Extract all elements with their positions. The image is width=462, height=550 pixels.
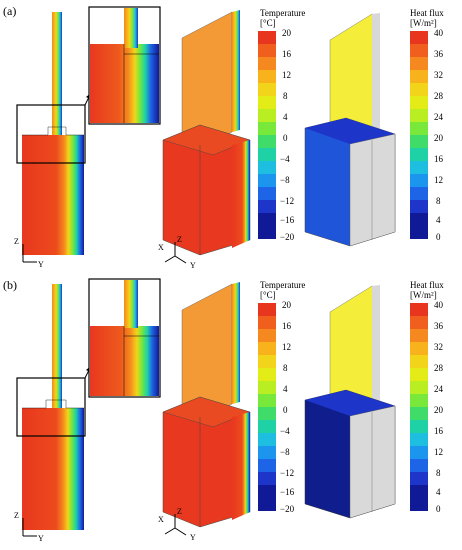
axis-z-label: Z	[177, 507, 182, 516]
axes-3d-triad	[164, 514, 187, 536]
axis-y-label: Y	[38, 260, 44, 269]
tick-label: 20	[282, 300, 291, 310]
tick-label: 32	[434, 342, 443, 352]
tick-label: 0	[283, 405, 288, 415]
tick-label: 40	[434, 300, 443, 310]
tick-label: 28	[434, 363, 443, 373]
panel-label: (a)	[3, 4, 17, 18]
temperature-legend-unit: [°C]	[260, 18, 276, 28]
temperature-legend-unit: [°C]	[260, 290, 276, 300]
tick-label: 16	[434, 426, 443, 436]
panel-b: (b)	[0, 274, 462, 546]
tick-label: 16	[282, 49, 291, 59]
axis-x-label: X	[158, 243, 164, 252]
tick-label: 8	[283, 363, 288, 373]
temperature-legend-title: Temperature	[260, 8, 306, 18]
tick-label: −4	[280, 426, 290, 436]
tick-label: 12	[282, 342, 291, 352]
tick-label: −12	[280, 196, 295, 206]
axes-3d-triad	[164, 242, 187, 264]
heatflux-legend-title: Heat flux	[410, 280, 444, 290]
tick-label: 12	[434, 447, 443, 457]
axis-y-label: Y	[190, 261, 196, 270]
zoom-inset	[88, 6, 161, 125]
tick-label: 36	[434, 49, 443, 59]
axis-x-label: X	[158, 515, 164, 524]
panel-a-graphics	[16, 6, 428, 264]
tick-label: 40	[434, 28, 443, 38]
tick-label: 16	[434, 154, 443, 164]
tick-label: −12	[280, 468, 295, 478]
tick-label: 4	[436, 487, 441, 497]
tick-label: −16	[280, 215, 295, 225]
tick-label: 4	[283, 112, 288, 122]
heatflux-colorbar	[410, 303, 428, 511]
model-3d-heatflux	[304, 285, 396, 519]
tick-label: 28	[434, 91, 443, 101]
axis-z-label: Z	[14, 511, 19, 520]
heatflux-legend-unit: [W/m²]	[410, 18, 437, 28]
model-3d-temperature	[162, 282, 251, 528]
tick-label: 8	[283, 91, 288, 101]
tick-label: 32	[434, 70, 443, 80]
tick-label: 16	[282, 321, 291, 331]
tick-label: −4	[280, 154, 290, 164]
tick-label: −16	[280, 487, 295, 497]
tick-label: −8	[280, 175, 290, 185]
panel-label: (b)	[3, 278, 17, 292]
heatflux-legend-unit: [W/m²]	[410, 290, 437, 300]
axis-z-label: Z	[177, 235, 182, 244]
heatflux-colorbar	[410, 31, 428, 239]
tick-label: 0	[283, 133, 288, 143]
tick-label: 24	[434, 384, 443, 394]
axis-y-label: Y	[38, 534, 44, 543]
axes-2d-triad	[22, 244, 37, 263]
tick-label: 20	[434, 133, 443, 143]
tick-label: 24	[434, 112, 443, 122]
tick-label: 20	[282, 28, 291, 38]
tick-label: −20	[280, 232, 295, 242]
axis-y-label: Y	[190, 533, 196, 542]
tick-label: 12	[434, 175, 443, 185]
tick-label: 8	[436, 196, 441, 206]
model-3d-temperature	[162, 10, 251, 256]
axis-z-label: Z	[14, 237, 19, 246]
tick-label: 20	[434, 405, 443, 415]
tick-label: 0	[436, 504, 441, 514]
tick-label: 0	[436, 232, 441, 242]
tick-label: 36	[434, 321, 443, 331]
tick-label: 12	[282, 70, 291, 80]
axes-2d-triad	[22, 518, 37, 537]
panel-a: (a)	[0, 0, 462, 272]
section-2d	[16, 284, 92, 530]
zoom-box	[16, 377, 86, 437]
temperature-legend-title: Temperature	[260, 280, 306, 290]
temperature-colorbar	[258, 303, 276, 511]
zoom-inset	[88, 278, 161, 398]
tick-label: −8	[280, 447, 290, 457]
tick-label: 4	[436, 215, 441, 225]
section-2d	[16, 12, 92, 255]
heatflux-legend-title: Heat flux	[410, 8, 444, 18]
tick-label: 4	[283, 384, 288, 394]
model-3d-heatflux	[304, 13, 396, 247]
tick-label: 8	[436, 468, 441, 478]
temperature-colorbar	[258, 31, 276, 239]
tick-label: −20	[280, 504, 295, 514]
zoom-box	[16, 104, 86, 164]
panel-b-graphics	[16, 278, 428, 537]
